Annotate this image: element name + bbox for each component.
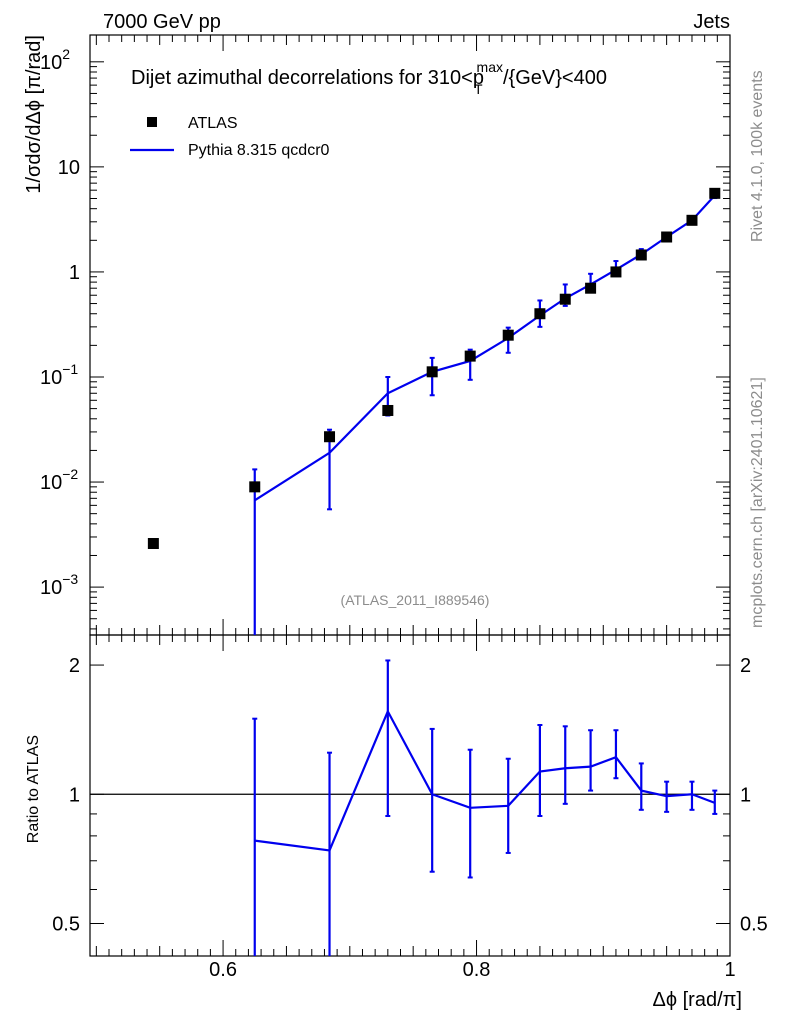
- x-tick-label: 0.6: [209, 959, 237, 981]
- y-tick-label-base: 10: [40, 52, 62, 74]
- x-tick-label: 0.8: [463, 959, 491, 981]
- analysis-id: (ATLAS_2011_I889546): [341, 592, 490, 608]
- atlas-point: [534, 308, 546, 320]
- beam-label: 7000 GeV pp: [103, 11, 221, 33]
- atlas-point: [464, 350, 476, 362]
- y-tick-label-exp: −1: [62, 361, 78, 377]
- x-axis-ticks: 0.6 0.8 1: [95, 35, 736, 981]
- y-tick-label-main: 10−2: [40, 466, 78, 494]
- y-tick-label-base: 10: [40, 472, 62, 494]
- x-axis-label: Δϕ [rad/π]: [653, 989, 743, 1011]
- chart-title-rest: /{GeV}<400: [503, 67, 607, 89]
- main-panel-frame: [89, 34, 731, 636]
- atlas-point: [709, 187, 721, 199]
- y-tick-label-main: 10−1: [40, 361, 78, 389]
- atlas-point: [610, 266, 622, 278]
- pythia-line: [254, 194, 716, 502]
- legend-marker-atlas: [147, 117, 157, 127]
- atlas-point: [324, 431, 336, 443]
- chart-title-main: Dijet azimuthal decorrelations for 310<p: [131, 67, 484, 89]
- atlas-point: [502, 329, 514, 341]
- y-tick-label-ratio: 2: [69, 655, 80, 677]
- atlas-point: [559, 293, 571, 305]
- atlas-point: [382, 404, 394, 416]
- legend: ATLAS Pythia 8.315 qcdcr0: [130, 115, 330, 159]
- x-tick-label: 1: [724, 959, 735, 981]
- y-tick-label-main: 102: [40, 46, 70, 74]
- atlas-point: [686, 214, 698, 226]
- process-label: Jets: [693, 11, 730, 33]
- y-tick-label-main: 10: [58, 157, 80, 179]
- y-tick-label-ratio-right: 1: [740, 784, 751, 806]
- chart-title-superscript: max: [477, 59, 503, 75]
- y-tick-label-ratio: 1: [69, 784, 80, 806]
- ratio-line: [254, 708, 716, 852]
- legend-label-pythia: Pythia 8.315 qcdcr0: [188, 142, 330, 159]
- y-tick-label-exp: −3: [62, 571, 78, 587]
- y-tick-label-main: 1: [69, 262, 80, 284]
- y-tick-label-base: 10: [40, 367, 62, 389]
- mcplots-label: mcplots.cern.ch [arXiv:2401.10621]: [749, 377, 766, 628]
- rivet-label: Rivet 4.1.0, 100k events: [749, 70, 766, 242]
- ratio-panel-frame: [89, 634, 731, 957]
- y-axis-label: 1/σdσ/dΔϕ [π/rad]: [23, 35, 45, 194]
- chart-title: Dijet azimuthal decorrelations for 310<p…: [131, 59, 607, 97]
- atlas-point: [635, 249, 647, 261]
- y-tick-label-main: 10−3: [40, 571, 78, 599]
- atlas-series-main: [147, 187, 721, 550]
- atlas-point: [249, 481, 261, 493]
- y-tick-label-base: 1: [69, 262, 80, 284]
- ratio-y-axis-label: Ratio to ATLAS: [25, 735, 42, 843]
- y-tick-label-exp: 2: [62, 46, 70, 62]
- legend-label-atlas: ATLAS: [188, 115, 238, 132]
- atlas-point: [426, 366, 438, 378]
- y-tick-label-ratio-right: 0.5: [740, 913, 768, 935]
- chart-title-subscript: T: [474, 81, 483, 97]
- ratio-axis-ticks: 0.5 0.5 1 1 2 2: [52, 655, 768, 935]
- ratio-series: [90, 659, 730, 956]
- atlas-point: [147, 538, 159, 550]
- y-tick-label-ratio: 0.5: [52, 913, 80, 935]
- atlas-point: [585, 282, 597, 294]
- pythia-series-main: [252, 191, 718, 635]
- y-tick-label-exp: −2: [62, 466, 78, 482]
- y-tick-label-ratio-right: 2: [740, 655, 751, 677]
- atlas-point: [661, 231, 673, 243]
- y-tick-label-base: 10: [58, 157, 80, 179]
- y-tick-label-base: 10: [40, 577, 62, 599]
